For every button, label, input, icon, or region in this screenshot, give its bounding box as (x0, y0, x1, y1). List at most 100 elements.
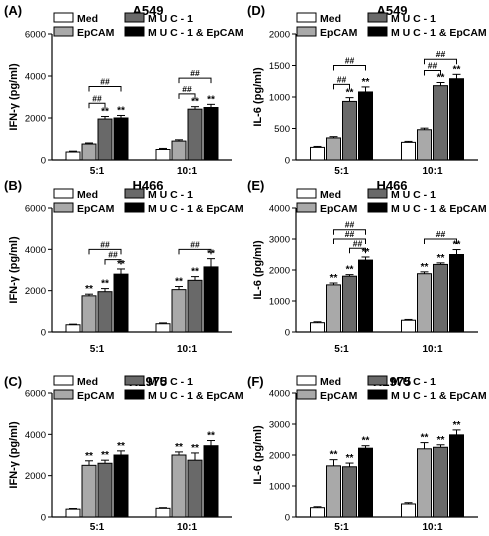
y-axis-label: IFN-γ (pg/ml) (8, 63, 20, 131)
comparison-bracket (88, 86, 122, 92)
legend-label: M U C - 1 (391, 189, 436, 201)
legend-label: Med (77, 13, 98, 25)
comparison-label: ## (100, 239, 110, 249)
legend-label: M U C - 1 (391, 376, 436, 388)
panel-letter: (B) (4, 178, 22, 193)
legend-swatch (124, 375, 145, 386)
bar (417, 273, 432, 333)
legend-label: M U C - 1 & EpCAM (391, 390, 487, 402)
bar (326, 137, 341, 161)
bar (97, 118, 113, 161)
legend-label: M U C - 1 & EpCAM (148, 390, 244, 402)
legend-swatch (124, 26, 145, 37)
y-axis-label: IFN-γ (pg/ml) (8, 421, 20, 489)
comparison-label: ## (428, 61, 438, 71)
significance-label: ** (362, 436, 370, 447)
y-tick-label: 2000 (269, 451, 290, 462)
legend-swatch (296, 26, 317, 37)
y-tick-label: 3000 (269, 235, 290, 246)
y-tick-label: 0 (285, 328, 290, 339)
legend-swatch (124, 188, 145, 199)
comparison-bracket (333, 65, 366, 71)
comparison-bracket (88, 102, 106, 109)
x-tick-label: 5:1 (90, 166, 105, 177)
legend-label: EpCAM (77, 390, 115, 402)
comparison-label: ## (345, 229, 355, 239)
significance-label: ** (101, 279, 109, 290)
significance-label: ** (175, 442, 183, 453)
bar (433, 446, 448, 518)
x-tick-label: 5:1 (334, 344, 349, 355)
comparison-label: ## (436, 229, 446, 239)
bar (187, 108, 203, 161)
bar (449, 254, 464, 333)
significance-label: ** (346, 265, 354, 276)
legend-label: EpCAM (320, 203, 358, 215)
legend-label: Med (77, 376, 98, 388)
significance-label: ** (85, 451, 93, 462)
bar (65, 324, 81, 333)
y-tick-label: 0 (41, 156, 46, 167)
legend-swatch (53, 188, 74, 199)
legend-swatch (367, 26, 388, 37)
bar (433, 263, 448, 333)
y-tick-label: 500 (274, 124, 290, 135)
panel-letter: (A) (4, 3, 22, 18)
bar (113, 454, 129, 518)
legend-label: EpCAM (77, 27, 115, 39)
significance-label: ** (207, 431, 215, 442)
significance-label: ** (117, 441, 125, 452)
bar (65, 508, 81, 518)
y-axis-label: IFN-γ (pg/ml) (8, 236, 20, 304)
comparison-bracket (178, 77, 212, 84)
panel-letter: (C) (4, 374, 22, 389)
comparison-bracket (424, 58, 457, 65)
comparison-label: ## (100, 77, 110, 87)
significance-label: ** (437, 253, 445, 264)
y-tick-label: 4000 (25, 430, 46, 441)
y-tick-label: 0 (41, 513, 46, 524)
legend-swatch (296, 202, 317, 213)
significance-label: ** (453, 64, 461, 75)
bar (171, 454, 187, 518)
bar (203, 266, 219, 333)
bar (310, 322, 325, 333)
legend-swatch (367, 202, 388, 213)
bar (326, 284, 341, 333)
bar (326, 465, 341, 518)
comparison-label: ## (345, 56, 355, 66)
bar (81, 143, 97, 161)
bar (187, 279, 203, 333)
significance-label: ** (101, 107, 109, 118)
comparison-bracket (104, 259, 122, 265)
comparison-bracket (178, 248, 212, 255)
y-axis-label: IL-6 (pg/ml) (252, 67, 264, 127)
significance-label: ** (330, 450, 338, 461)
legend-swatch (296, 375, 317, 386)
x-tick-label: 10:1 (422, 522, 442, 533)
bar (155, 149, 171, 161)
legend-label: M U C - 1 (148, 376, 193, 388)
significance-label: ** (191, 97, 199, 108)
legend-label: M U C - 1 & EpCAM (148, 203, 244, 215)
y-tick-label: 2000 (269, 30, 290, 41)
y-tick-label: 6000 (25, 30, 46, 41)
y-axis-label: IL-6 (pg/ml) (252, 240, 264, 300)
legend-swatch (53, 389, 74, 400)
comparison-bracket (424, 238, 457, 244)
significance-label: ** (191, 267, 199, 278)
legend-swatch (367, 389, 388, 400)
bar (417, 448, 432, 518)
y-tick-label: 0 (285, 156, 290, 167)
significance-label: ** (437, 73, 445, 84)
significance-label: ** (117, 105, 125, 116)
comparison-bracket (333, 83, 350, 90)
legend-label: M U C - 1 (148, 189, 193, 201)
legend-label: Med (320, 13, 341, 25)
x-tick-label: 5:1 (90, 344, 105, 355)
significance-label: ** (421, 262, 429, 273)
legend-swatch (53, 26, 74, 37)
significance-label: ** (346, 453, 354, 464)
